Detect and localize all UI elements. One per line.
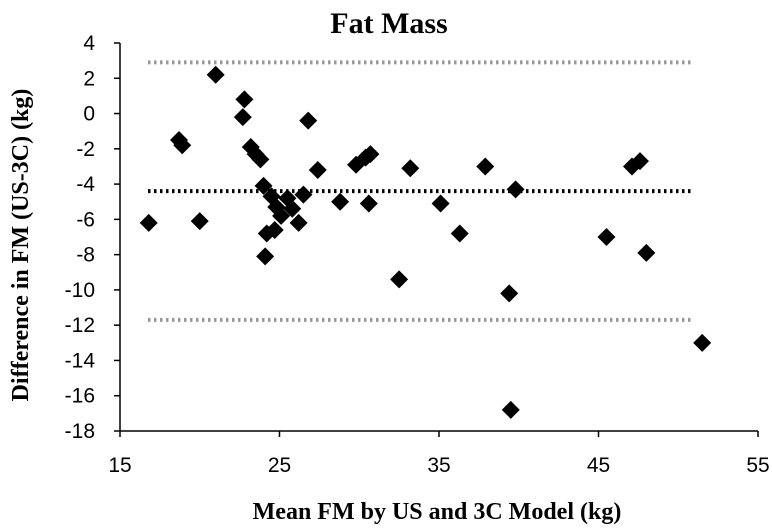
data-point (254, 176, 273, 195)
y-tick-label: -6 (76, 208, 95, 231)
y-tick-label: -14 (65, 349, 96, 372)
data-point (256, 247, 275, 266)
x-axis: 15 25 35 45 55 (108, 430, 770, 477)
data-point (241, 138, 260, 157)
data-point (390, 270, 409, 289)
data-point (190, 212, 209, 231)
data-point (693, 333, 712, 352)
data-point (359, 194, 378, 213)
data-point (597, 228, 616, 246)
data-point (476, 157, 495, 176)
data-point (265, 220, 284, 239)
data-point (251, 150, 270, 169)
data-point (308, 160, 327, 179)
x-tick-label: 35 (427, 454, 450, 477)
data-point (331, 192, 350, 211)
y-tick-label: -4 (76, 173, 95, 196)
data-point (289, 213, 308, 232)
data-point (206, 65, 225, 84)
data-point (501, 400, 520, 419)
data-point (173, 136, 192, 155)
y-tick-label: -18 (65, 420, 95, 443)
x-tick-label: 25 (268, 454, 291, 477)
data-point (506, 180, 525, 199)
data-point (431, 194, 450, 213)
y-tick-label: -8 (76, 244, 95, 267)
data-point (401, 159, 420, 178)
data-point (233, 108, 252, 127)
reference-lines (148, 60, 692, 322)
y-tick-label: -10 (65, 279, 95, 302)
data-point (361, 145, 380, 164)
y-tick-label: 4 (83, 32, 95, 55)
data-point (637, 243, 656, 262)
data-point (450, 224, 469, 243)
data-point (299, 111, 318, 130)
x-tick-label: 15 (108, 454, 131, 477)
x-tick-label: 45 (587, 454, 610, 477)
data-point (294, 185, 313, 204)
x-tick-label: 55 (746, 454, 769, 477)
y-axis: 4 2 0 -2 -4 -6 -8 -10 -12 -14 -16 -18 (65, 32, 121, 443)
data-points (139, 65, 712, 419)
y-tick-label: -16 (65, 385, 95, 408)
chart-title: Fat Mass (330, 7, 447, 40)
y-axis-label: Difference in FM (US-3C) (kg) (8, 89, 34, 402)
y-tick-label: -2 (76, 138, 95, 161)
data-point (139, 213, 158, 232)
data-point (500, 284, 519, 303)
y-tick-label: 2 (83, 67, 95, 90)
data-point (246, 145, 265, 164)
y-tick-label: 0 (83, 103, 95, 126)
data-point (235, 90, 254, 109)
data-point (272, 206, 291, 225)
data-point (283, 199, 302, 218)
data-point (630, 152, 649, 171)
y-tick-label: -12 (65, 314, 95, 337)
x-axis-label: Mean FM by US and 3C Model (kg) (253, 499, 622, 525)
